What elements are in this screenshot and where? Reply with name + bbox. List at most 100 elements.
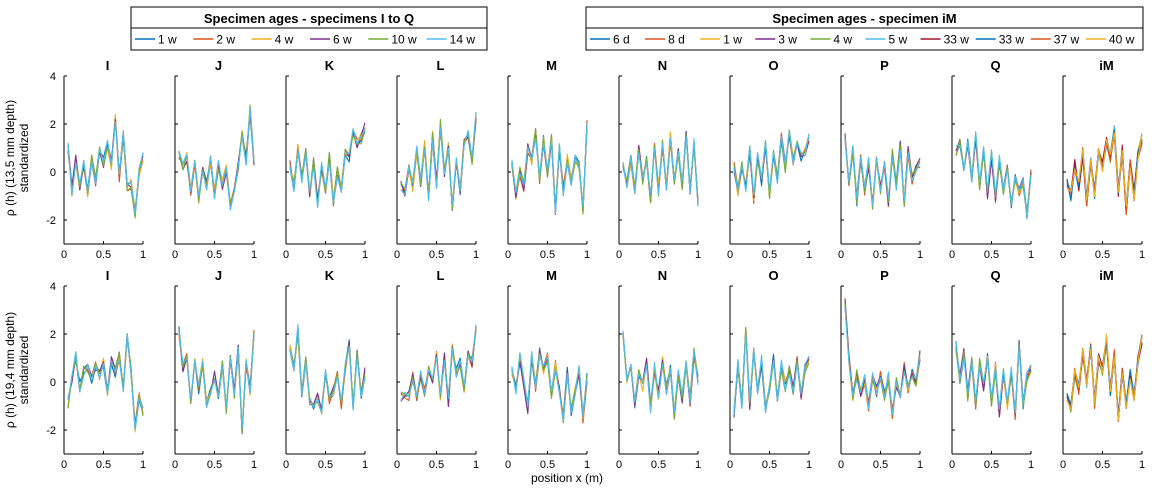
series-line-6 xyxy=(511,350,588,422)
series-line-3 xyxy=(844,300,921,414)
series-line-10 xyxy=(1066,333,1143,421)
x-tick-label: 0 xyxy=(394,459,400,471)
row-y-label-1: ρ (h) (13,5 mm depth) xyxy=(3,100,17,216)
x-tick-label: 0 xyxy=(172,249,178,261)
x-tick-label: 0.5 xyxy=(1095,459,1110,471)
legend-entry-10-w-5: 10 w xyxy=(368,33,417,47)
y-tick-label: 4 xyxy=(50,71,56,83)
legend-entry-label: 1 w xyxy=(723,33,742,47)
series-line-1 xyxy=(844,307,921,414)
legend-entry-4-w-3: 4 w xyxy=(251,33,294,47)
panel-title: M xyxy=(546,268,557,283)
legend-entry-label: 4 w xyxy=(833,33,852,47)
legend-title: Specimen ages - specimens I to Q xyxy=(204,11,414,26)
x-tick-label: 1 xyxy=(251,459,257,471)
series-line-4 xyxy=(289,122,366,207)
series-line-4 xyxy=(511,128,588,216)
x-tick-label: 1 xyxy=(1139,249,1145,261)
legend-entry-33-w-7: 33 w xyxy=(920,33,969,47)
panel-title: I xyxy=(106,58,110,73)
x-axis-label: position x (m) xyxy=(531,471,603,485)
series-line-5 xyxy=(400,331,477,399)
legend-entry-6-w-4: 6 w xyxy=(310,33,352,47)
series-line-6 xyxy=(400,111,477,206)
legend-entry-2-w-2: 2 w xyxy=(193,33,235,47)
x-tick-label: 1 xyxy=(1139,459,1145,471)
y-tick-label: -2 xyxy=(46,215,56,227)
legend-entry-label: 6 d xyxy=(613,33,630,47)
legend-entry-1-w-3: 1 w xyxy=(700,33,742,47)
y-tick-label: 2 xyxy=(50,119,56,131)
x-tick-label: 0.5 xyxy=(762,459,777,471)
panel-title: Q xyxy=(990,58,1000,73)
x-tick-label: 0.5 xyxy=(651,249,666,261)
panel-im-bottom: iM 0 0.5 1 xyxy=(1060,268,1145,471)
x-tick-label: 1 xyxy=(362,459,368,471)
legend-entry-label: 2 w xyxy=(216,33,235,47)
y-tick-label: -2 xyxy=(46,425,56,437)
x-tick-label: 1 xyxy=(362,249,368,261)
panel-p-top: P 0 0.5 1 xyxy=(838,58,923,261)
x-tick-label: 0.5 xyxy=(984,459,999,471)
x-tick-label: 0.5 xyxy=(207,249,222,261)
series-line-6 xyxy=(67,333,144,430)
panel-title: N xyxy=(658,268,667,283)
x-tick-label: 0.5 xyxy=(540,459,555,471)
series-line-6 xyxy=(289,323,366,414)
legend-entry-5-w-6: 5 w xyxy=(865,33,908,47)
panels: I 0 0.5 1 -2 0 2 4 J 0 0.5 1 K 0 0.5 1 L 0 0.5 1 M 0 0.5 1 N 0 0.5… xyxy=(46,58,1145,471)
legend-entry-40-w-10: 40 w xyxy=(1085,33,1135,47)
legend-entry-14-w-6: 14 w xyxy=(426,33,475,47)
series-line-6 xyxy=(844,307,921,415)
series-line-4 xyxy=(400,326,477,408)
x-tick-label: 1 xyxy=(1028,459,1034,471)
x-tick-label: 1 xyxy=(473,459,479,471)
x-tick-label: 1 xyxy=(917,249,923,261)
series-line-10 xyxy=(1066,132,1143,207)
panel-l-bottom: L 0 0.5 1 xyxy=(394,268,479,471)
series-line-6 xyxy=(289,128,366,208)
x-tick-label: 0 xyxy=(505,249,511,261)
series-line-2 xyxy=(844,298,921,420)
x-tick-label: 0.5 xyxy=(429,249,444,261)
series-line-2 xyxy=(67,117,144,217)
panel-m-top: M 0 0.5 1 xyxy=(505,58,590,261)
x-tick-label: 1 xyxy=(806,249,812,261)
x-tick-label: 0.5 xyxy=(873,249,888,261)
series-line-6 xyxy=(622,330,699,414)
panel-k-bottom: K 0 0.5 1 xyxy=(283,268,368,471)
x-tick-label: 0 xyxy=(1060,459,1066,471)
x-tick-label: 0 xyxy=(61,249,67,261)
x-tick-label: 0.5 xyxy=(207,459,222,471)
series-line-5 xyxy=(511,123,588,215)
series-line-3 xyxy=(289,128,366,202)
panel-q-top: Q 0 0.5 1 xyxy=(949,58,1034,261)
row-y-label-2: ρ (h) (19,4 mm depth) xyxy=(3,312,17,428)
x-tick-label: 1 xyxy=(584,249,590,261)
series-line-6 xyxy=(400,324,477,402)
x-tick-label: 0 xyxy=(283,249,289,261)
panel-title: L xyxy=(437,58,445,73)
panel-p-bottom: P 0 0.5 1 xyxy=(838,268,923,471)
x-tick-label: 0 xyxy=(838,459,844,471)
series-line-6 xyxy=(178,107,255,211)
x-tick-label: 1 xyxy=(806,459,812,471)
legend-entry-33-w-8: 33 w xyxy=(975,33,1024,47)
series-line-6 xyxy=(844,139,921,207)
row-y-sublabel-1: standardized xyxy=(17,124,31,193)
series-line-6 xyxy=(733,130,810,196)
x-tick-label: 0.5 xyxy=(873,459,888,471)
legend-entry-label: 8 d xyxy=(668,33,685,47)
legend-entry-3-w-4: 3 w xyxy=(755,33,797,47)
x-tick-label: 1 xyxy=(251,249,257,261)
x-tick-label: 0 xyxy=(616,249,622,261)
x-tick-label: 0 xyxy=(949,249,955,261)
x-tick-label: 1 xyxy=(695,459,701,471)
panel-o-bottom: O 0 0.5 1 xyxy=(727,268,812,471)
legends: Specimen ages - specimens I to Q 1 w 2 w 4 … xyxy=(130,6,1144,51)
series-line-6 xyxy=(511,122,588,215)
x-tick-label: 0.5 xyxy=(1095,249,1110,261)
panel-title: Q xyxy=(990,268,1000,283)
legend-entry-label: 10 w xyxy=(391,33,417,47)
